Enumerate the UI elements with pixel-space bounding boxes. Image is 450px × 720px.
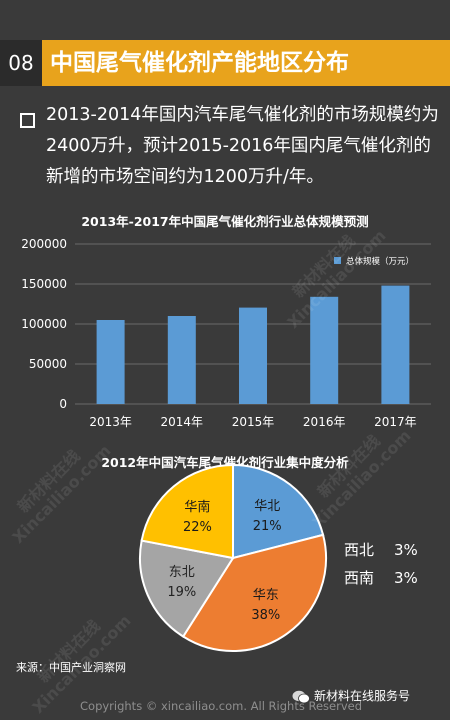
copyright-footer: Copyrights © xincailiao.com. All Rights …: [80, 699, 363, 713]
pie-slice-label: 华北: [254, 499, 280, 514]
bar-chart-title: 2013年-2017年中国尾气催化剂行业总体规模预测: [81, 214, 369, 229]
pie-slice: [232, 463, 325, 560]
source-note: 来源：中国产业洞察网: [16, 661, 126, 674]
pie-value-label: 38%: [251, 608, 280, 623]
bullet-text: 2013-2014年国内汽车尾气催化剂的市场规模约为2400万升，预计2015-…: [46, 105, 439, 187]
pie-slice-label: 东北: [169, 565, 195, 580]
bar: [96, 320, 125, 404]
bar-x-tick-label: 2013年: [89, 415, 132, 429]
bar: [381, 285, 410, 404]
pie-value-label: 19%: [167, 585, 196, 600]
pie-value-label: 22%: [183, 520, 212, 535]
bar-x-tick-label: 2016年: [303, 415, 346, 429]
bar: [310, 296, 339, 404]
wechat-icon: [292, 690, 310, 703]
pie-side-label: 西北: [344, 541, 375, 559]
bar-x-tick-label: 2017年: [374, 415, 417, 429]
page-title: 中国尾气催化剂产能地区分布: [50, 50, 349, 76]
wechat-account[interactable]: 新材料在线服务号: [292, 687, 410, 704]
pie-slice: [139, 539, 235, 638]
bar-y-tick-label: 200000: [21, 237, 67, 251]
bar-legend-swatch: [334, 257, 341, 264]
pie-slice-label: 华东: [253, 588, 279, 603]
bar: [167, 316, 196, 404]
pie-side-value: 3%: [394, 569, 418, 587]
pie-slice-label: 华南: [184, 499, 210, 515]
pie-chart-title: 2012年中国汽车尾气催化剂行业集中度分析: [101, 455, 349, 470]
pie-side-item-xibei: 西北 3%: [344, 539, 418, 560]
pie-side-value: 3%: [394, 541, 418, 559]
pie-slice: [140, 463, 234, 560]
section-header: 08 中国尾气催化剂产能地区分布: [0, 40, 450, 86]
bar-y-tick-label: 0: [59, 397, 67, 411]
bar-y-tick-label: 50000: [29, 357, 67, 371]
bar-legend-label: 总体规模（万元）: [346, 256, 414, 267]
bar-y-tick-label: 100000: [21, 317, 67, 331]
bar-y-tick-label: 150000: [21, 277, 67, 291]
pie-side-label: 西南: [344, 569, 375, 587]
bar: [239, 307, 267, 404]
bullet-square-icon: [20, 113, 35, 128]
pie-value-label: 21%: [253, 519, 282, 534]
bar-x-tick-label: 2014年: [161, 415, 204, 429]
section-number: 08: [0, 40, 42, 86]
wechat-label: 新材料在线服务号: [314, 689, 411, 703]
pie-slice: [181, 533, 327, 652]
bar-x-tick-label: 2015年: [232, 415, 275, 429]
pie-side-item-xinan: 西南 3%: [344, 567, 418, 588]
